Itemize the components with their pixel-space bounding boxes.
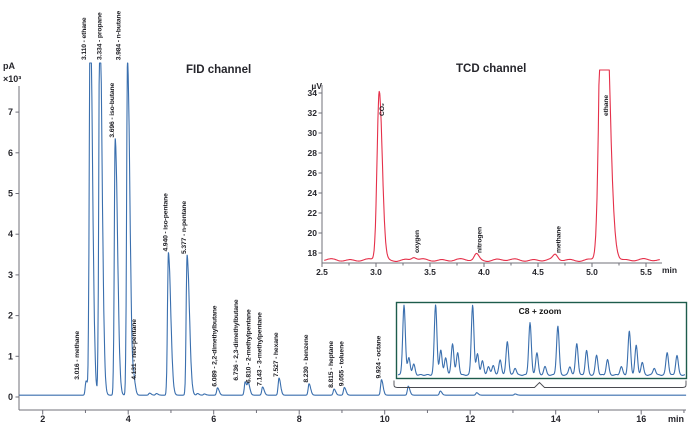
fid-peak-label-iso-pentane: 4.940 - iso-pentane (162, 193, 169, 252)
tcd-x-tick-label: 3.5 (424, 267, 436, 277)
fid-peak-label-2-3-dimethylbutane: 6.736 - 2,3-dimethylbutane (233, 299, 240, 380)
fid-peak-label-toluene: 9.055 - toluene (338, 341, 345, 386)
tcd-peak-label-co: CO₂ (379, 103, 386, 116)
tcd-y-tick-label: 24 (308, 188, 318, 198)
tcd-x-tick-label: 4.0 (478, 267, 490, 277)
fid-channel-title: FID channel (186, 64, 251, 76)
fid-y-tick-label: 5 (8, 189, 13, 199)
fid-x-tick-label: 4 (126, 414, 131, 424)
fid-peak-label-propane: 3.334 - propane (97, 12, 104, 60)
fid-y-tick-label: 0 (8, 392, 13, 402)
fid-x-tick-label: 14 (551, 414, 561, 424)
c8-zoom-title: C8 + zoom (519, 306, 562, 316)
fid-x-tick-label: 16 (636, 414, 646, 424)
tcd-y-tick-label: 22 (308, 208, 318, 218)
tcd-y-tick-label: 28 (308, 148, 318, 158)
fid-y-tick-label: 7 (8, 107, 13, 117)
tcd-x-tick-label: 2.5 (316, 267, 328, 277)
tcd-x-tick-label: 5.5 (640, 267, 652, 277)
fid-x-tick-label: 2 (40, 414, 45, 424)
tcd-peak-label-methane: methane (555, 226, 562, 253)
fid-peak-label-benzene: 8.230 - benzene (303, 334, 310, 382)
tcd-plot: 2.5 3.0 3.5 4.0 4.5 5.0 5.5 18 20 22 24 26 28 30 32 34 C… (308, 69, 662, 277)
fid-peak-label-ethane: 3.110 - ethane (81, 17, 88, 60)
tcd-y-tick-label: 20 (308, 228, 318, 238)
tcd-x-axis-unit: min (662, 265, 677, 275)
tcd-peak-label-oxygen: oxygen (414, 230, 421, 253)
fid-peak-label-heptane: 8.815 - heptane (328, 341, 335, 388)
fid-y-tick-label: 6 (8, 148, 13, 158)
fid-y-tick-label: 1 (8, 351, 13, 361)
fid-x-tick-label: 10 (380, 414, 390, 424)
tcd-x-tick-label: 3.0 (370, 267, 382, 277)
fid-x-axis-unit: min (668, 414, 684, 424)
tcd-y-tick-label: 18 (308, 248, 318, 258)
fid-peak-label-n-butane: 3.984 - n-butane (116, 11, 123, 61)
tcd-x-tick-label: 4.5 (532, 267, 544, 277)
fid-y-tick-label: 3 (8, 270, 13, 280)
tcd-channel-title: TCD channel (456, 63, 526, 75)
tcd-y-tick-label: 32 (308, 108, 318, 118)
fid-y-tick-label: 2 (8, 311, 13, 321)
zoom-region-bracket (393, 380, 687, 388)
fid-peak-label-2-2-dimethylbutane: 6.089 - 2,2-dimethylbutane (212, 305, 219, 386)
tcd-y-axis-unit: µV (311, 81, 322, 91)
fid-y-tick-label: 4 (8, 229, 13, 239)
fid-peak-label-methane: 3.016 - methane (74, 331, 81, 380)
tcd-y-tick-label: 26 (308, 168, 318, 178)
fid-x-tick-label: 12 (465, 414, 475, 424)
c8-zoom-plot (397, 304, 686, 376)
fid-peak-label-hexane: 7.527 - hexane (273, 332, 280, 377)
tcd-peak-label-nitrogen: nitrogen (476, 227, 483, 253)
fid-peak-label-iso-butane: 3.696 - iso-butane (109, 83, 116, 138)
fid-y-axis-unit: pA (3, 61, 15, 71)
fid-peak-label-neo-pentane: 4.131 - neo-pentane (131, 319, 138, 380)
fid-peak-label-2-methylpentane: 6.810 - 2-methylpentane (245, 309, 252, 383)
fid-trace (19, 62, 687, 396)
tcd-y-tick-label: 30 (308, 128, 318, 138)
tcd-x-tick-label: 5.0 (586, 267, 598, 277)
fid-x-tick-label: 6 (211, 414, 216, 424)
fid-peak-label-3-methylpentane: 7.143 - 3-methylpentane (257, 312, 264, 386)
tcd-trace (324, 69, 660, 262)
fid-peak-label-n-pentane: 5.377 - n-pentane (181, 201, 188, 254)
tcd-peak-label-ethane: ethane (603, 95, 610, 116)
fid-x-tick-label: 8 (297, 414, 302, 424)
fid-y-axis-scale: ×10³ (3, 74, 21, 84)
fid-peak-label-octane: 9.924 - octane (375, 335, 382, 378)
tcd-y-tick-label: 34 (308, 88, 318, 98)
c8-zoom-trace (397, 304, 686, 376)
